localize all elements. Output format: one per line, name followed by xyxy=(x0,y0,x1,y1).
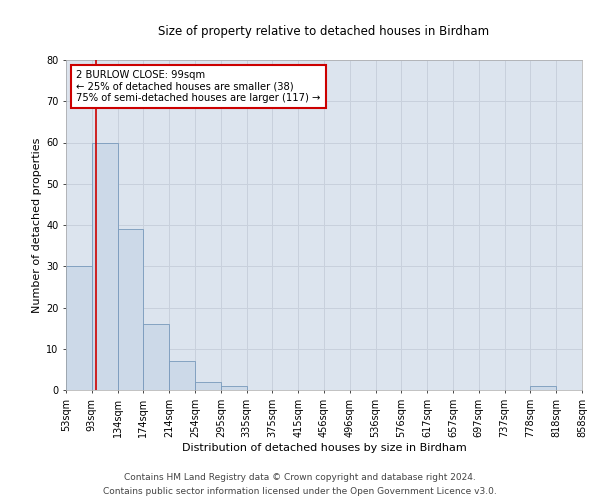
Bar xyxy=(169,361,195,390)
Bar xyxy=(118,229,143,390)
Bar xyxy=(530,386,556,390)
Bar xyxy=(195,382,221,390)
X-axis label: Distribution of detached houses by size in Birdham: Distribution of detached houses by size … xyxy=(182,442,466,452)
Text: Contains HM Land Registry data © Crown copyright and database right 2024.: Contains HM Land Registry data © Crown c… xyxy=(124,472,476,482)
Bar xyxy=(92,142,118,390)
Bar xyxy=(66,266,92,390)
Y-axis label: Number of detached properties: Number of detached properties xyxy=(32,138,42,312)
Title: Size of property relative to detached houses in Birdham: Size of property relative to detached ho… xyxy=(158,25,490,38)
Bar xyxy=(143,324,169,390)
Text: Contains public sector information licensed under the Open Government Licence v3: Contains public sector information licen… xyxy=(103,488,497,496)
Text: 2 BURLOW CLOSE: 99sqm
← 25% of detached houses are smaller (38)
75% of semi-deta: 2 BURLOW CLOSE: 99sqm ← 25% of detached … xyxy=(76,70,320,103)
Bar xyxy=(221,386,247,390)
